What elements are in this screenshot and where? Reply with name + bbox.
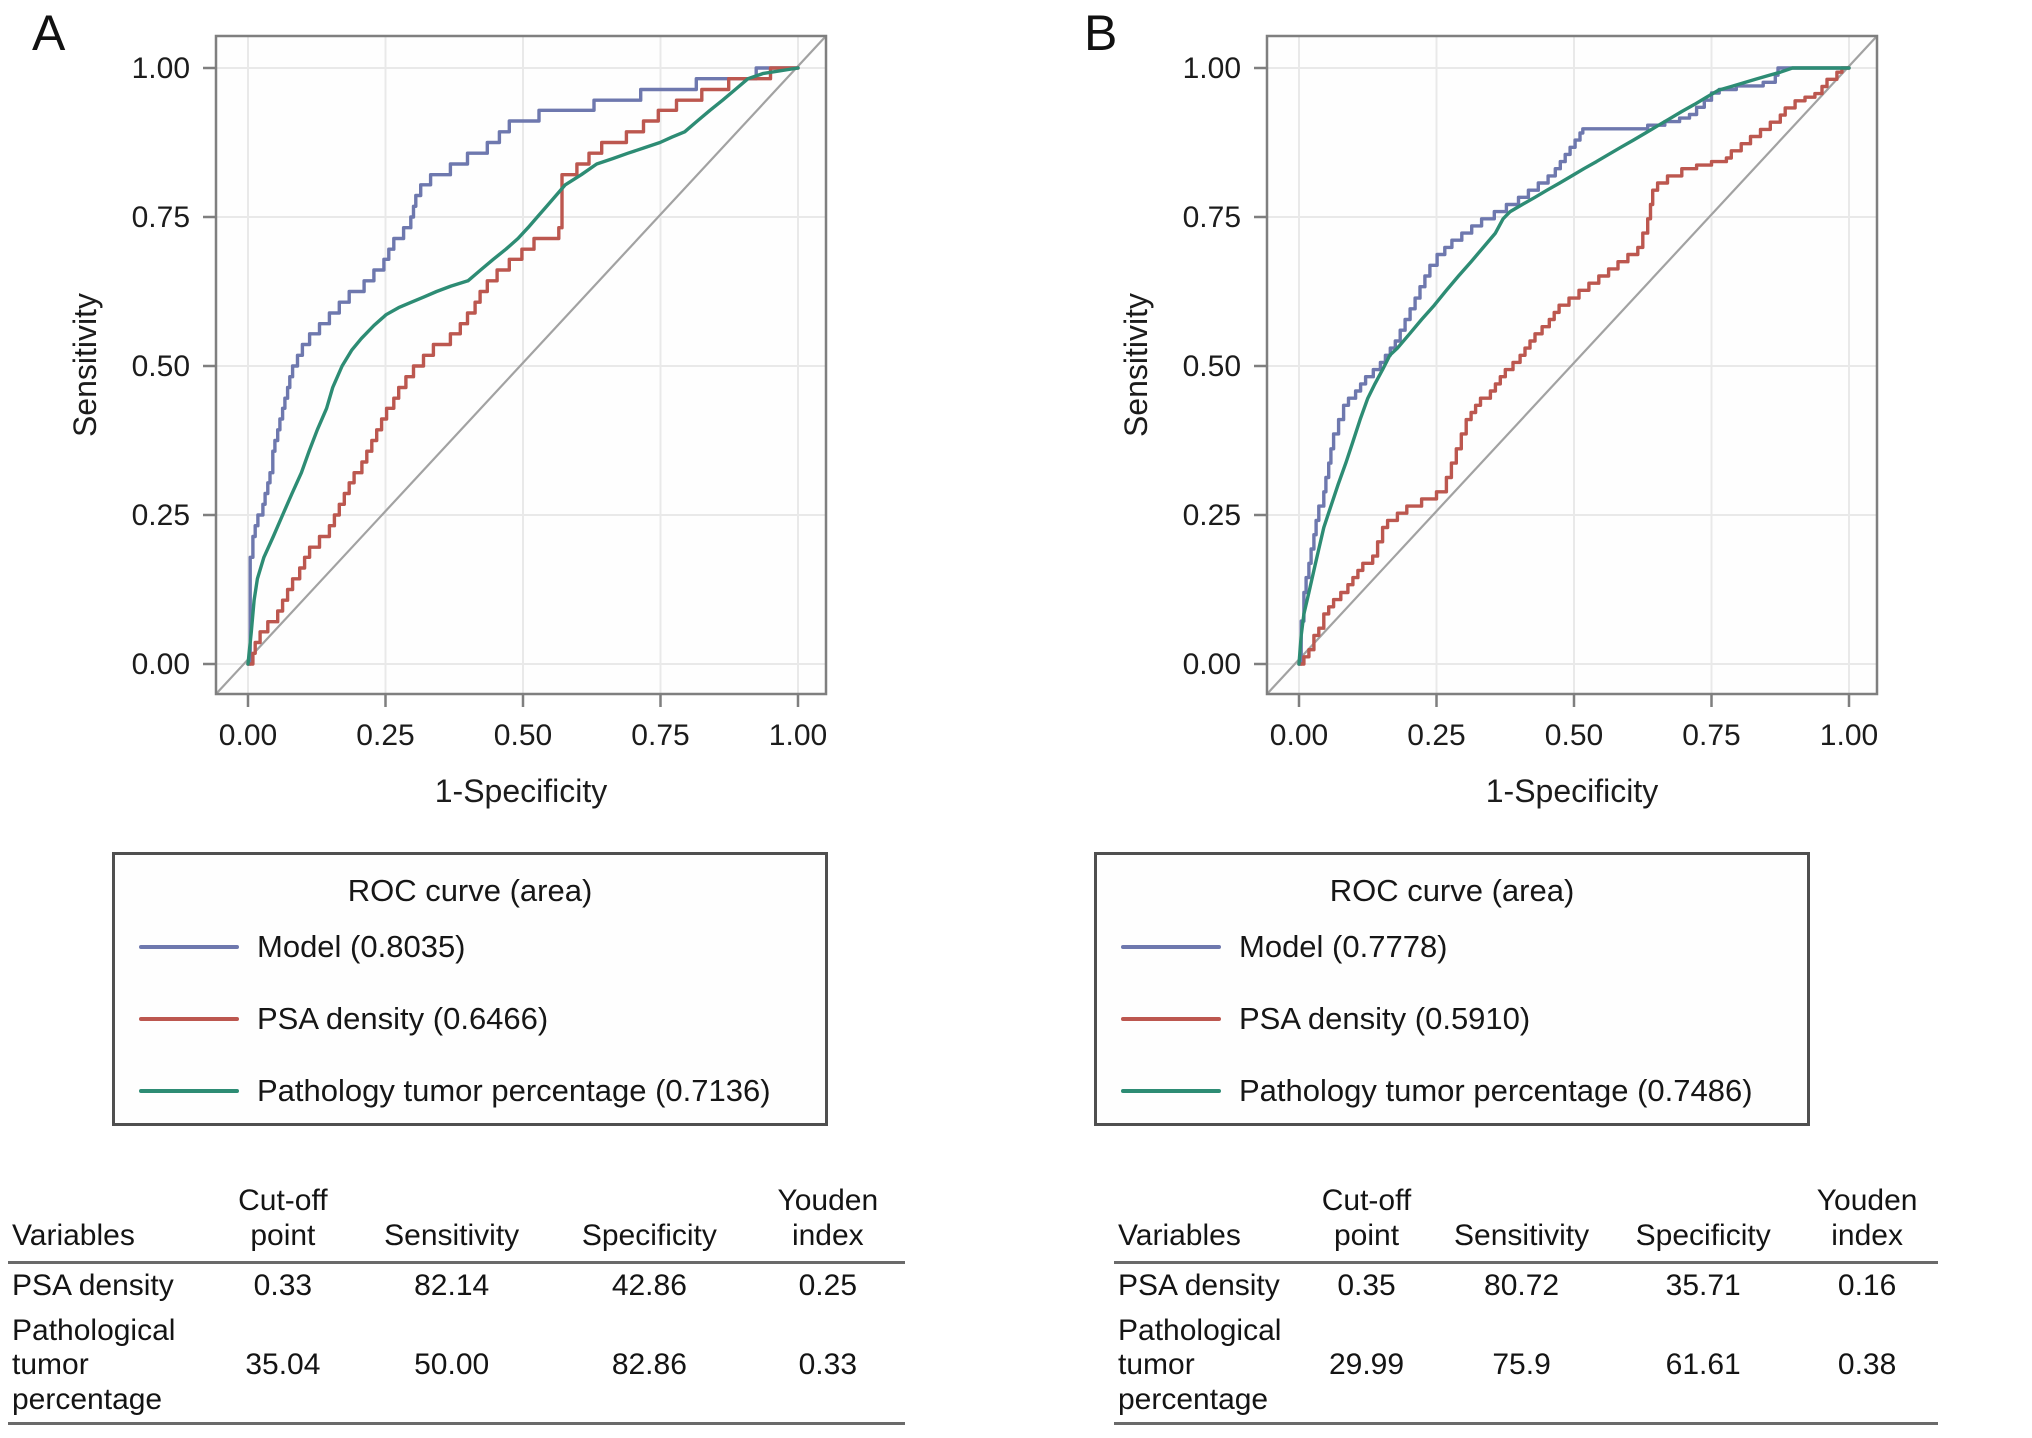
- y-axis-title: Sensitivity: [1118, 293, 1154, 437]
- column-header-cut-off-point: Cut-off point: [210, 1184, 356, 1264]
- value-cell: 61.61: [1665, 1348, 1741, 1381]
- y-tick-label: 0.25: [1183, 499, 1241, 532]
- roc-legend-a: ROC curve (area) Model (0.8035) PSA densi…: [112, 852, 828, 1126]
- value-cell: 0.33: [798, 1348, 857, 1381]
- roc-chart-a: 0.00 0.00 0.25 0.25 0.50 0.50 0.75 0.75 1.00 1.00…: [67, 34, 828, 809]
- legend-entries: Model (0.7778) PSA density (0.5910) Pathol…: [1097, 929, 1807, 1109]
- value-cell: 50.00: [414, 1348, 490, 1381]
- legend-entry-label: Pathology tumor percentage (0.7486): [1239, 1073, 1753, 1108]
- table-row-psa-density: PSA density 0.35 80.72 35.71 0.16: [1114, 1263, 1938, 1309]
- legend-line-swatch: [139, 1089, 239, 1093]
- column-header-variables: Variables: [8, 1184, 211, 1264]
- legend-title: ROC curve (area): [347, 873, 593, 908]
- value-cell: 0.25: [798, 1269, 857, 1302]
- reference-diagonal-line: [215, 35, 827, 695]
- figure-panel-b: B 0.00 0.00 0.25 0.25 0.50 0.50 0.75 0.75 1.00 1.…: [1016, 0, 2032, 1438]
- legend-entry-label: Pathology tumor percentage (0.7136): [257, 1073, 771, 1108]
- y-axis-title: Sensitivity: [67, 293, 103, 437]
- panel-label-b: B: [1084, 5, 1118, 61]
- y-tick-label: 0.25: [132, 499, 190, 532]
- value-cell: 35.71: [1665, 1269, 1741, 1302]
- legend-entry-pathology-tumor-percentage: Pathology tumor percentage (0.7136): [139, 1073, 825, 1109]
- value-cell: 42.86: [611, 1269, 687, 1302]
- reference-diagonal-line: [1266, 35, 1878, 695]
- value-cell: 29.99: [1328, 1348, 1405, 1381]
- y-tick-label: 0.00: [1183, 648, 1241, 681]
- legend-entry-label: Model (0.7778): [1239, 929, 1448, 964]
- column-header-specificity: Specificity: [548, 1184, 751, 1264]
- column-header-youden-index: Youden index: [750, 1184, 905, 1264]
- legend-entry-label: Model (0.8035): [257, 929, 466, 964]
- table-header-row: Variables Cut-off point Sensitivity Specifi…: [8, 1184, 905, 1264]
- cutoff-table-a: Variables Cut-off point Sensitivity Specifi…: [8, 1184, 905, 1425]
- roc-curve-pathology-tumor-percentage: [1297, 66, 1851, 666]
- value-cell: 0.38: [1837, 1348, 1897, 1381]
- x-tick-label: 0.00: [219, 719, 277, 752]
- variable-name-cell: PSA density: [12, 1269, 174, 1302]
- y-tick-label: 0.75: [132, 201, 190, 234]
- legend-entry-model: Model (0.7778): [1121, 929, 1807, 965]
- column-header-sensitivity: Sensitivity: [355, 1184, 549, 1264]
- x-tick-label: 0.25: [356, 719, 414, 752]
- table-header-row: Variables Cut-off point Sensitivity Specifi…: [1114, 1184, 1938, 1264]
- legend-entry-label: PSA density (0.6466): [257, 1001, 549, 1036]
- x-tick-label: 0.50: [494, 719, 552, 752]
- table-row-pathological-tumor-percentage: Pathological tumor percentage 29.99 75.9 61…: [1114, 1309, 1938, 1424]
- x-tick-label: 0.50: [1545, 719, 1603, 752]
- x-axis-title: 1-Specificity: [435, 773, 608, 809]
- y-tick-label: 0.75: [1183, 201, 1241, 234]
- legend-line-swatch: [1121, 1017, 1221, 1021]
- roc-legend-b: ROC curve (area) Model (0.7778) PSA densi…: [1094, 852, 1810, 1126]
- legend-entry-psa-density: PSA density (0.6466): [139, 1001, 825, 1037]
- value-cell: 82.14: [414, 1269, 490, 1302]
- x-tick-label: 0.75: [1682, 719, 1740, 752]
- y-tick-label: 0.50: [132, 350, 190, 383]
- value-cell: 0.35: [1337, 1269, 1396, 1302]
- y-tick-label: 0.50: [1183, 350, 1241, 383]
- table-row-pathological-tumor-percentage: Pathological tumor percentage 35.04 50.00 8…: [8, 1309, 905, 1424]
- roc-curve-pathology-tumor-percentage: [246, 66, 800, 666]
- legend-entry-label: PSA density (0.5910): [1239, 1001, 1531, 1036]
- value-cell: 0.33: [253, 1269, 313, 1302]
- column-header-cut-off-point: Cut-off point: [1300, 1184, 1433, 1264]
- panel-label-a: A: [32, 5, 66, 61]
- variable-name-cell: Pathological tumor percentage: [1118, 1313, 1282, 1416]
- value-cell: 82.86: [611, 1348, 687, 1381]
- roc-chart-b: 0.00 0.00 0.25 0.25 0.50 0.50 0.75 0.75 1.00 1.00…: [1118, 34, 1879, 809]
- value-cell: 35.04: [245, 1348, 321, 1381]
- figure-panel-a: A 0.00 0.00 0.25 0.25 0.50 0.50 0.75 0.75 1.00 1.…: [8, 5, 905, 1425]
- variable-name-cell: PSA density: [1118, 1269, 1280, 1302]
- legend-entry-pathology-tumor-percentage: Pathology tumor percentage (0.7486): [1121, 1073, 1807, 1109]
- cutoff-table-b: Variables Cut-off point Sensitivity Specifi…: [1114, 1184, 1938, 1425]
- y-tick-label: 1.00: [1183, 52, 1241, 85]
- y-tick-label: 0.00: [132, 648, 190, 681]
- legend-line-swatch: [139, 1017, 239, 1021]
- x-tick-label: 0.00: [1270, 719, 1328, 752]
- value-cell: 80.72: [1484, 1269, 1560, 1302]
- roc-curve-psa-density: [246, 66, 800, 666]
- legend-title: ROC curve (area): [1329, 873, 1575, 908]
- x-tick-label: 0.25: [1407, 719, 1465, 752]
- x-tick-label: 1.00: [1820, 719, 1878, 752]
- x-tick-label: 0.75: [631, 719, 689, 752]
- roc-curve-psa-density: [1297, 66, 1851, 666]
- legend-entry-model: Model (0.8035): [139, 929, 825, 965]
- value-cell: 75.9: [1492, 1348, 1551, 1381]
- column-header-youden-index: Youden index: [1796, 1184, 1938, 1264]
- x-tick-label: 1.00: [769, 719, 827, 752]
- value-cell: 0.16: [1837, 1269, 1897, 1302]
- legend-line-swatch: [1121, 945, 1221, 949]
- x-axis-title: 1-Specificity: [1486, 773, 1659, 809]
- table-row-psa-density: PSA density 0.33 82.14 42.86 0.25: [8, 1263, 905, 1309]
- y-tick-label: 1.00: [132, 52, 190, 85]
- column-header-sensitivity: Sensitivity: [1432, 1184, 1611, 1264]
- column-header-variables: Variables: [1114, 1184, 1301, 1264]
- legend-entries: Model (0.8035) PSA density (0.6466) Pathol…: [115, 929, 825, 1109]
- variable-name-cell: Pathological tumor percentage: [12, 1313, 176, 1416]
- legend-line-swatch: [1121, 1089, 1221, 1093]
- roc-curve-model: [246, 66, 800, 666]
- column-header-specificity: Specificity: [1610, 1184, 1797, 1264]
- legend-entry-psa-density: PSA density (0.5910): [1121, 1001, 1807, 1037]
- legend-line-swatch: [139, 945, 239, 949]
